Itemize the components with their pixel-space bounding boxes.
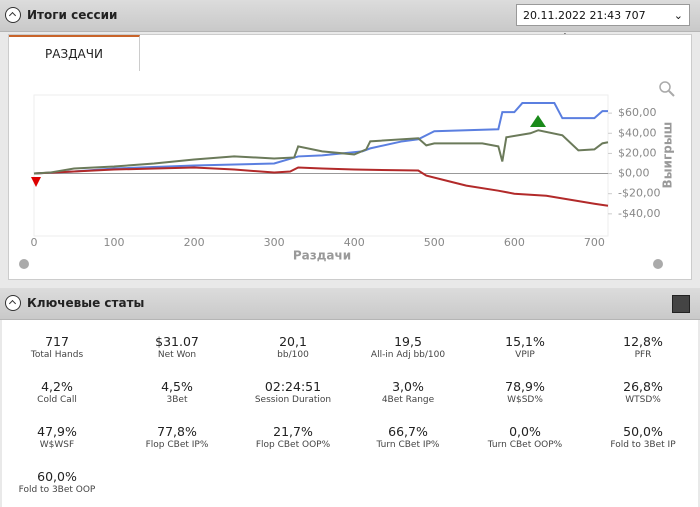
x-tick-label: 600 bbox=[504, 236, 525, 249]
y-tick-label: -$40,00 bbox=[618, 207, 660, 220]
y-tick-label: $0,00 bbox=[618, 167, 650, 180]
x-axis-title: Раздачи bbox=[293, 249, 351, 263]
stat-label: WTSD% bbox=[625, 395, 661, 405]
chart: 0 100 200 300 400 500 600 700 -$40,00 -$20,00 $0,0… bbox=[19, 81, 675, 269]
stat-label: bb/100 bbox=[277, 350, 309, 360]
stat-value: 3,0% bbox=[392, 379, 424, 394]
stat-value: 4,5% bbox=[161, 379, 193, 394]
stat-label: Turn CBet IP% bbox=[376, 440, 440, 450]
stat-value: 02:24:51 bbox=[264, 379, 322, 394]
plot-frame bbox=[33, 94, 609, 237]
stat-value: 20,1 bbox=[279, 334, 307, 349]
zoom-icon[interactable] bbox=[659, 81, 671, 93]
stat-value: 47,9% bbox=[37, 424, 77, 439]
x-tick-label: 500 bbox=[424, 236, 445, 249]
stat-value: $31.07 bbox=[155, 334, 199, 349]
y-tick-label: $60,00 bbox=[618, 106, 657, 119]
stat-label: 3Bet bbox=[166, 395, 188, 405]
x-tick-label: 0 bbox=[31, 236, 38, 249]
section-title: Итоги сессии bbox=[27, 8, 118, 22]
stat-value: 50,0% bbox=[623, 424, 663, 439]
stat-label: Fold to 3Bet IP bbox=[610, 440, 676, 450]
settings-icon[interactable] bbox=[19, 259, 29, 269]
stat-label: Cold Call bbox=[37, 395, 77, 405]
stat-label: Flop CBet IP% bbox=[145, 440, 209, 450]
x-tick-label: 400 bbox=[344, 236, 365, 249]
stat-label: Fold to 3Bet OOP bbox=[18, 485, 96, 495]
y-tick-label: $20,00 bbox=[618, 146, 657, 159]
start-marker bbox=[31, 177, 41, 187]
dropdown-arrow: ⌄ bbox=[673, 9, 683, 22]
tab[interactable]: РАЗДАЧИ bbox=[9, 35, 140, 71]
layout-button[interactable] bbox=[672, 295, 690, 313]
collapse-button[interactable] bbox=[5, 295, 21, 311]
chart-panel: РАЗДАЧИ bbox=[8, 34, 692, 280]
stat-label: PFR bbox=[634, 350, 652, 360]
section-title: Ключевые статы bbox=[27, 296, 145, 310]
stat-value: 21,7% bbox=[273, 424, 313, 439]
info-icon[interactable] bbox=[653, 259, 663, 269]
x-tick-label: 200 bbox=[184, 236, 205, 249]
series-line bbox=[33, 102, 608, 175]
stat-value: 78,9% bbox=[505, 379, 545, 394]
stat-label: All-in Adj bb/100 bbox=[370, 350, 446, 360]
stat-value: 77,8% bbox=[157, 424, 197, 439]
stat-label: W$SD% bbox=[507, 395, 543, 405]
x-tick-label: 300 bbox=[264, 236, 285, 249]
stat-value: 0,0% bbox=[509, 424, 541, 439]
y-tick-label: $40,00 bbox=[618, 126, 657, 139]
stats-grid: 717 Total Hands $31.07 Net Won 20,1 bb/100 19,… bbox=[2, 320, 698, 507]
stat-label: Flop CBet OOP% bbox=[255, 440, 331, 450]
zoom-icon-handle bbox=[668, 90, 675, 97]
collapse-button[interactable] bbox=[5, 7, 21, 23]
stat-value: 19,5 bbox=[394, 334, 422, 349]
stat-value: 15,1% bbox=[505, 334, 545, 349]
stat-value: 4,2% bbox=[41, 379, 73, 394]
stat-value: 66,7% bbox=[388, 424, 428, 439]
series-line bbox=[33, 129, 609, 175]
y-tick-label: -$20,00 bbox=[618, 187, 660, 200]
stats-header: Ключевые статы bbox=[0, 288, 700, 320]
stat-value: 26,8% bbox=[623, 379, 663, 394]
stat-label: Turn CBet OOP% bbox=[487, 440, 563, 450]
stat-label: W$WSF bbox=[39, 440, 75, 450]
stat-value: 717 bbox=[45, 334, 69, 349]
stat-label: 4Bet Range bbox=[381, 395, 435, 405]
stat-label: VPIP bbox=[515, 350, 535, 360]
stat-value: 60,0% bbox=[37, 469, 77, 484]
peak-marker bbox=[530, 115, 546, 127]
x-tick-label: 700 bbox=[584, 236, 605, 249]
x-tick-label: 100 bbox=[104, 236, 125, 249]
stat-label: Session Duration bbox=[254, 395, 332, 405]
stat-label: Total Hands bbox=[30, 350, 84, 360]
y-axis-title: Выигрыш bbox=[661, 122, 675, 189]
stat-label: Net Won bbox=[157, 350, 197, 360]
series-line bbox=[33, 166, 609, 207]
stat-value: 12,8% bbox=[623, 334, 663, 349]
